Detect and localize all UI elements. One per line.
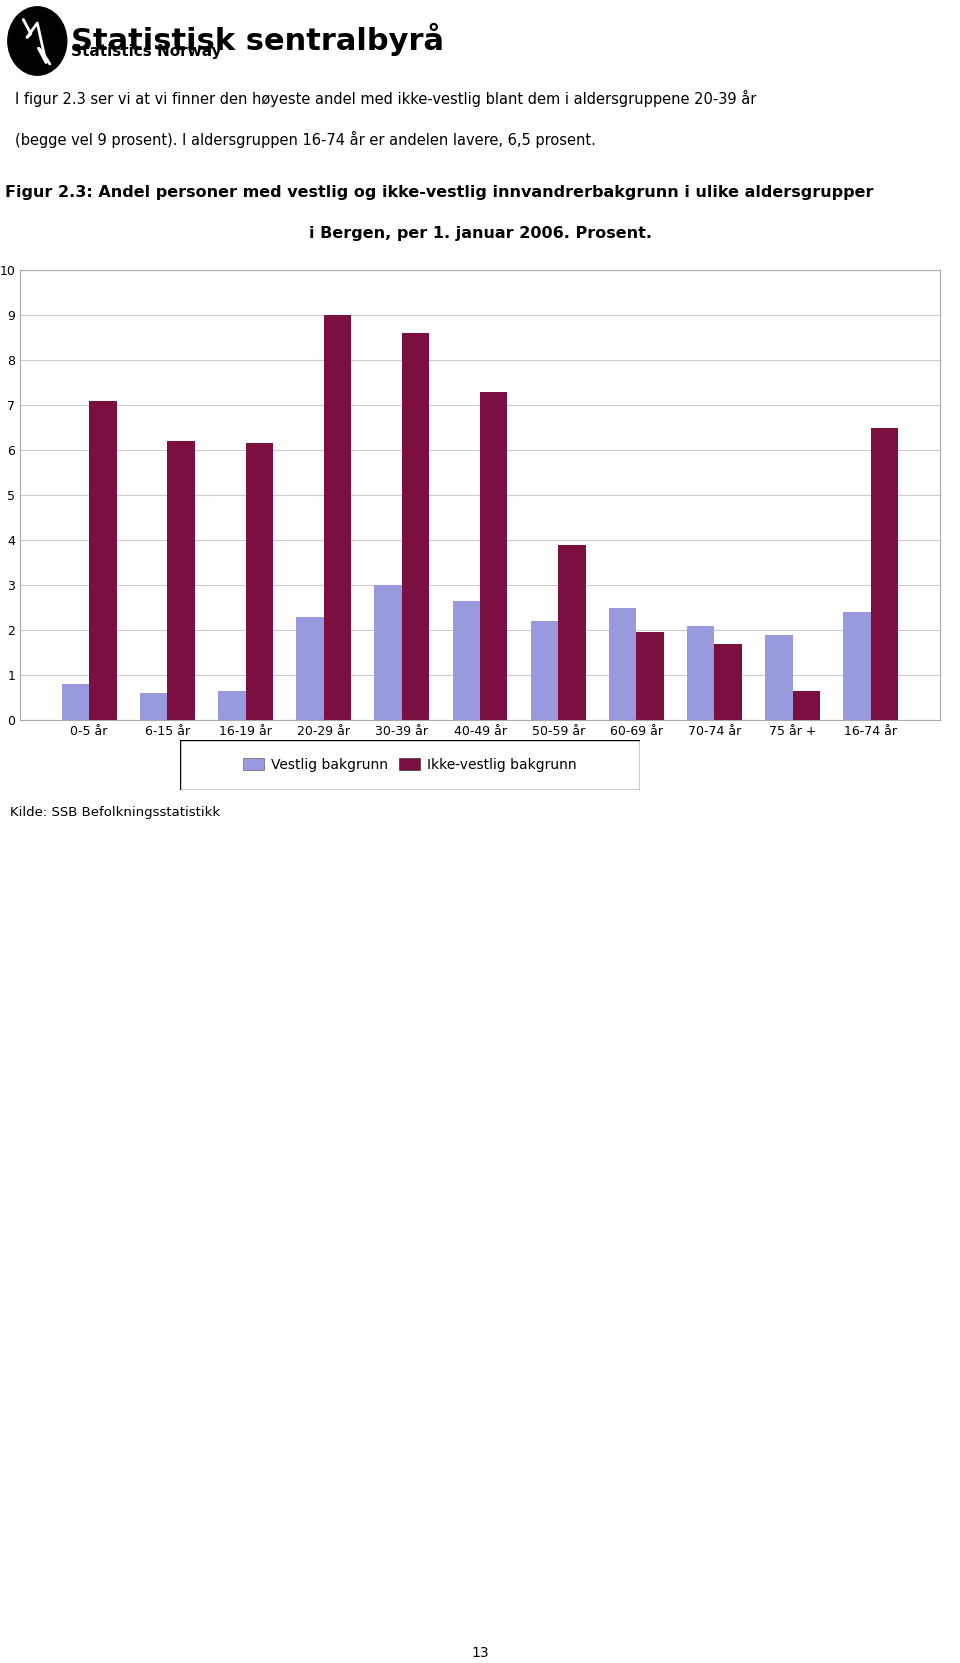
Bar: [374, 585, 402, 720]
Text: i Bergen, per 1. januar 2006. Prosent.: i Bergen, per 1. januar 2006. Prosent.: [308, 226, 652, 241]
FancyBboxPatch shape: [180, 740, 640, 790]
Text: Statistisk sentralbyrå: Statistisk sentralbyrå: [71, 23, 444, 57]
Text: Statistics Norway: Statistics Norway: [71, 43, 222, 58]
Bar: [167, 441, 195, 720]
Bar: [609, 607, 636, 720]
Bar: [140, 693, 167, 720]
Bar: [558, 544, 586, 720]
Text: (begge vel 9 prosent). I aldersgruppen 16-74 år er andelen lavere, 6,5 prosent.: (begge vel 9 prosent). I aldersgruppen 1…: [15, 131, 596, 148]
Bar: [793, 690, 820, 720]
Text: Kilde: SSB Befolkningsstatistikk: Kilde: SSB Befolkningsstatistikk: [10, 807, 220, 818]
Bar: [297, 617, 324, 720]
Bar: [402, 333, 429, 720]
Bar: [844, 612, 871, 720]
Bar: [636, 632, 663, 720]
Bar: [324, 314, 351, 720]
Bar: [453, 600, 480, 720]
Text: 13: 13: [471, 1646, 489, 1660]
Ellipse shape: [8, 7, 67, 75]
Bar: [246, 444, 273, 720]
Bar: [714, 644, 742, 720]
Legend: Vestlig bakgrunn, Ikke-vestlig bakgrunn: Vestlig bakgrunn, Ikke-vestlig bakgrunn: [236, 752, 584, 778]
Bar: [871, 427, 899, 720]
Bar: [61, 683, 89, 720]
Bar: [480, 391, 507, 720]
Text: Figur 2.3: Andel personer med vestlig og ikke-vestlig innvandrerbakgrunn i ulike: Figur 2.3: Andel personer med vestlig og…: [5, 185, 874, 200]
Bar: [765, 635, 793, 720]
Bar: [687, 625, 714, 720]
Bar: [531, 620, 558, 720]
Bar: [218, 690, 246, 720]
Bar: [89, 401, 116, 720]
Text: I figur 2.3 ser vi at vi finner den høyeste andel med ikke-vestlig blant dem i a: I figur 2.3 ser vi at vi finner den høye…: [15, 90, 756, 106]
